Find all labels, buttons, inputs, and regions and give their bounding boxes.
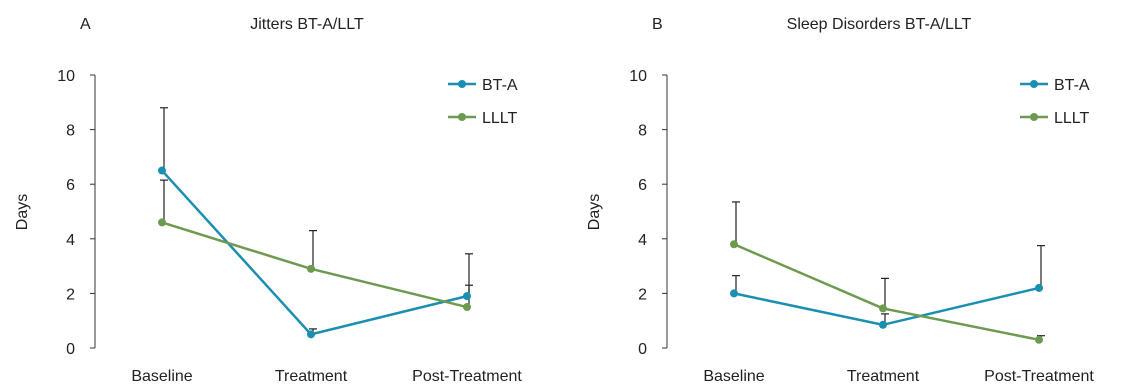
y-tick-label: 6 <box>638 177 647 194</box>
y-axis-label: Days <box>586 194 603 230</box>
y-tick-label: 8 <box>66 123 75 140</box>
data-point-lllt <box>463 303 471 312</box>
jitters-chart: A Jitters BT-A/LLT 0 2 4 6 8 10 Days Baseline Trea… <box>14 16 522 384</box>
data-point-bt-a <box>463 292 471 301</box>
data-point-bt-a <box>307 330 315 339</box>
x-tick-label: Treatment <box>847 368 920 384</box>
data-point-lllt <box>879 304 887 313</box>
chart-title: Jitters BT-A/LLT <box>250 16 364 33</box>
data-point-bt-a <box>730 289 738 298</box>
sleep-disorders-chart: B Sleep Disorders BT-A/LLT 0 2 4 6 8 10 Days Base… <box>586 16 1094 384</box>
y-tick-label: 2 <box>638 286 647 303</box>
data-point-lllt <box>158 218 166 227</box>
panel-label: A <box>80 16 91 33</box>
x-tick-label: Post-Treatment <box>984 368 1094 384</box>
y-tick-label: 0 <box>638 341 647 358</box>
legend-marker <box>458 113 466 121</box>
legend-label: BT-A <box>482 77 518 94</box>
data-point-bt-a <box>1035 283 1043 292</box>
y-tick-label: 10 <box>629 68 647 85</box>
y-tick-label: 4 <box>638 232 647 249</box>
y-tick-label: 4 <box>66 232 75 249</box>
x-tick-label: Post-Treatment <box>412 368 522 384</box>
data-point-lllt <box>730 240 738 249</box>
chart-panel-b: B Sleep Disorders BT-A/LLT 0 2 4 6 8 10 Days Base… <box>572 0 1143 384</box>
y-tick-label: 0 <box>66 341 75 358</box>
x-tick-label: Treatment <box>275 368 348 384</box>
y-axis-label: Days <box>14 194 31 230</box>
legend-label: LLLT <box>482 110 518 127</box>
chart-panel-a: A Jitters BT-A/LLT 0 2 4 6 8 10 Days Baseline Trea… <box>0 0 571 384</box>
data-point-bt-a <box>158 166 166 175</box>
y-tick-label: 10 <box>57 68 75 85</box>
legend-marker <box>1030 80 1038 88</box>
legend-label: BT-A <box>1054 77 1090 94</box>
legend-label: LLLT <box>1054 110 1090 127</box>
panel-label: B <box>652 16 663 33</box>
chart-title: Sleep Disorders BT-A/LLT <box>787 16 972 33</box>
data-point-bt-a <box>879 320 887 329</box>
data-point-lllt <box>1035 335 1043 344</box>
x-tick-label: Baseline <box>131 368 192 384</box>
data-point-lllt <box>307 264 315 273</box>
legend-marker <box>1030 113 1038 121</box>
series-line-lllt <box>161 221 468 309</box>
series-line-bt-a <box>733 286 1040 327</box>
y-tick-label: 2 <box>66 286 75 303</box>
legend-marker <box>458 80 466 88</box>
y-tick-label: 6 <box>66 177 75 194</box>
y-tick-label: 8 <box>638 123 647 140</box>
x-tick-label: Baseline <box>703 368 764 384</box>
series-line-bt-a <box>161 169 468 336</box>
